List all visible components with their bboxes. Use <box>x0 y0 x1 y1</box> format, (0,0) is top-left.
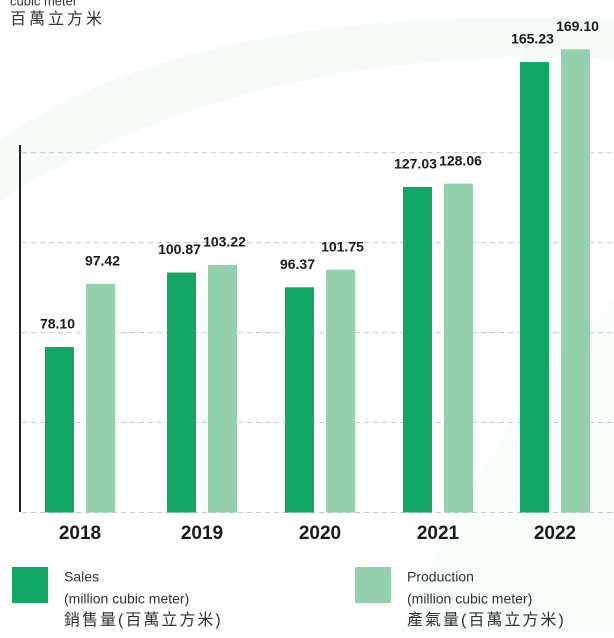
bar <box>285 287 314 512</box>
x-tick-label: 2021 <box>417 523 460 544</box>
legend-label-zh: 產氣量(百萬立方米) <box>407 611 566 629</box>
value-label: 165.23 <box>511 31 554 47</box>
unit-zh: 百萬立方米 <box>10 10 105 28</box>
legend-swatch <box>12 567 48 603</box>
bar <box>444 184 473 513</box>
bar <box>167 273 196 513</box>
value-label: 78.10 <box>40 316 75 332</box>
legend-label: Production <box>407 569 474 585</box>
legend-note: (million cubic meter) <box>407 591 532 607</box>
value-label: 128.06 <box>439 152 482 168</box>
value-label: 96.37 <box>280 256 315 272</box>
bar <box>86 284 115 513</box>
value-label: 101.75 <box>321 238 364 254</box>
chart: cubic meter 百萬立方米 2018 78.10 97.42 2019 100.… <box>0 0 614 633</box>
x-tick-label: 2022 <box>534 523 576 544</box>
x-tick-label: 2020 <box>299 523 341 544</box>
value-label: 169.10 <box>556 18 599 34</box>
bar <box>403 187 432 513</box>
value-label: 100.87 <box>158 241 201 257</box>
bar <box>561 49 590 512</box>
bar <box>45 347 74 512</box>
legend-note: (million cubic meter) <box>64 591 189 607</box>
value-label: 103.22 <box>203 234 246 250</box>
value-label: 127.03 <box>394 156 437 172</box>
legend-swatch <box>355 567 391 603</box>
legend-label-zh: 銷售量(百萬立方米) <box>64 611 223 629</box>
x-tick-label: 2018 <box>59 523 101 544</box>
bar <box>326 270 355 513</box>
bar <box>520 62 549 512</box>
bar <box>208 265 237 513</box>
unit-en: cubic meter <box>10 0 78 8</box>
legend-label: Sales <box>64 569 99 585</box>
x-tick-label: 2019 <box>181 523 223 544</box>
value-label: 97.42 <box>85 253 120 269</box>
